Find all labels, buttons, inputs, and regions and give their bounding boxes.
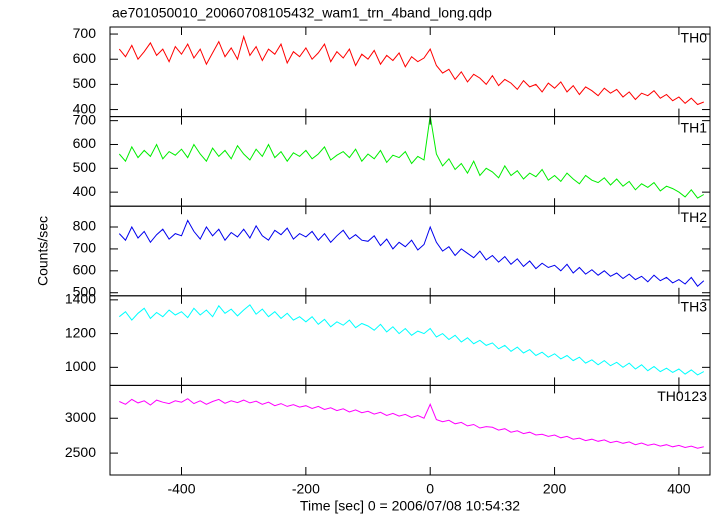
panel-frame [109,26,711,118]
panel-frame [109,295,711,386]
y-tick-label: 1400 [65,291,96,307]
x-axis-label: Time [sec] 0 = 2006/07/08 10:54:32 [300,498,520,514]
panel-frame [109,205,711,297]
y-tick-label: 700 [73,25,97,41]
y-tick-label: 700 [73,111,97,127]
y-tick-label: 1000 [65,358,96,374]
y-tick-label: 2500 [65,444,96,460]
panel-label: TH0 [681,30,708,46]
data-line [118,304,705,376]
panel-label: TH3 [681,299,708,315]
y-tick-label: 600 [73,262,97,278]
data-line [119,398,704,449]
x-tick-label: -200 [292,481,320,497]
x-tick-label: -400 [167,481,195,497]
x-tick-label: 400 [667,481,691,497]
chart-title: ae701050010_20060708105432_wam1_trn_4ban… [112,5,492,21]
y-tick-label: 700 [73,240,97,256]
y-tick-label: 3000 [65,409,96,425]
x-tick-label: 200 [543,481,567,497]
y-tick-label: 400 [73,183,97,199]
panel-frame [109,384,711,476]
y-tick-label: 1200 [65,324,96,340]
y-tick-label: 400 [73,100,97,116]
data-line [118,115,705,199]
data-line [118,219,705,287]
y-tick-label: 800 [73,218,97,234]
y-tick-label: 500 [73,75,97,91]
y-tick-label: 500 [73,283,97,299]
y-tick-label: 600 [73,50,97,66]
y-tick-label: 500 [73,159,97,175]
panel-label: TH2 [681,209,708,225]
x-tick-label: 0 [426,481,434,497]
y-axis-label: Counts/sec [35,216,51,286]
panel-label: TH0123 [657,388,707,404]
panel-label: TH1 [681,119,708,135]
y-tick-label: 600 [73,135,97,151]
data-line [118,34,704,106]
